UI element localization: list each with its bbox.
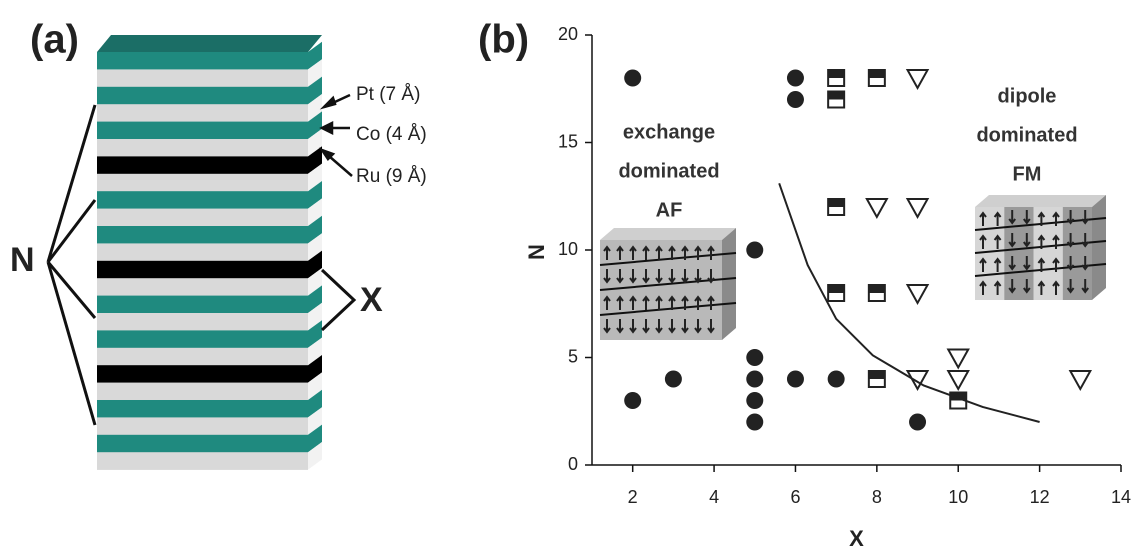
layer [97, 243, 308, 261]
x-tick-label: 6 [790, 487, 800, 507]
layer [97, 417, 308, 435]
y-axis-title: N [524, 244, 549, 260]
layer-label: Co (4 Å) [356, 124, 427, 145]
layer [97, 209, 308, 227]
point-fill [869, 70, 885, 78]
layer [97, 261, 308, 279]
point [828, 92, 844, 108]
point [867, 199, 887, 217]
annotation: FM [1013, 163, 1042, 185]
y-tick-label: 5 [568, 346, 578, 366]
x-label: X [360, 281, 383, 319]
point [624, 70, 641, 87]
point [746, 414, 763, 431]
point [746, 242, 763, 259]
inset-top [975, 195, 1106, 207]
point-fill [828, 285, 844, 293]
layer [97, 313, 308, 331]
point [869, 70, 885, 86]
figure: (a) (b) Pt (7 Å) Co (4 Å) Ru (9 Å) N X 2… [0, 0, 1139, 550]
x-tick-label: 8 [872, 487, 882, 507]
layer [97, 174, 308, 192]
layer [97, 52, 308, 70]
x-axis-title: X [849, 526, 864, 550]
inset-side [1092, 195, 1106, 300]
point [746, 392, 763, 409]
point [909, 414, 926, 431]
point-fill [828, 70, 844, 78]
annotation: dominated [976, 124, 1077, 146]
layer [97, 330, 308, 348]
inset-top [600, 228, 736, 240]
layer [97, 87, 308, 105]
layer [97, 226, 308, 244]
point [1070, 371, 1090, 389]
inset-side [722, 228, 736, 340]
layer [97, 400, 308, 418]
point [869, 285, 885, 301]
layer [97, 104, 308, 122]
point-fill [869, 285, 885, 293]
layer [97, 278, 308, 296]
layer [97, 348, 308, 366]
point [665, 371, 682, 388]
stack-top [97, 35, 322, 52]
n-label: N [10, 241, 35, 279]
layer [97, 296, 308, 314]
layer [97, 435, 308, 453]
layer-label: Ru (9 Å) [356, 166, 427, 187]
x-tick-label: 2 [628, 487, 638, 507]
point [948, 371, 968, 389]
x-tick-label: 14 [1111, 487, 1131, 507]
layer [97, 191, 308, 209]
point [787, 91, 804, 108]
point-fill [869, 371, 885, 379]
panel-label: (a) [30, 18, 79, 62]
point [869, 371, 885, 387]
point-fill [828, 199, 844, 207]
layer [97, 452, 308, 470]
layer-label: Pt (7 Å) [356, 84, 420, 105]
point [746, 349, 763, 366]
layer [97, 69, 308, 87]
layer [97, 365, 308, 383]
y-tick-label: 15 [558, 131, 578, 151]
fm-inset [975, 195, 1106, 300]
point [908, 199, 928, 217]
point [828, 371, 845, 388]
point [787, 371, 804, 388]
annotation: exchange [623, 121, 715, 143]
layer [97, 383, 308, 401]
annotation: AF [656, 199, 683, 221]
y-tick-label: 20 [558, 24, 578, 44]
point [624, 392, 641, 409]
multilayer-stack [97, 35, 322, 470]
point [948, 350, 968, 368]
y-tick-label: 0 [568, 454, 578, 474]
point [828, 285, 844, 301]
point-fill [828, 92, 844, 100]
annotation: dipole [998, 85, 1057, 107]
layer [97, 156, 308, 174]
point [746, 371, 763, 388]
x-tick-label: 12 [1030, 487, 1050, 507]
point [787, 70, 804, 87]
annotation: dominated [618, 160, 719, 182]
af-inset [600, 228, 736, 340]
point [908, 285, 928, 303]
layer [97, 139, 308, 157]
point [908, 70, 928, 88]
panel-label: (b) [478, 18, 529, 62]
layer [97, 122, 308, 140]
point [828, 70, 844, 86]
point [828, 199, 844, 215]
pointer-arrows [322, 95, 352, 176]
x-tick-label: 10 [948, 487, 968, 507]
x-tick-label: 4 [709, 487, 719, 507]
y-tick-label: 10 [558, 239, 578, 259]
